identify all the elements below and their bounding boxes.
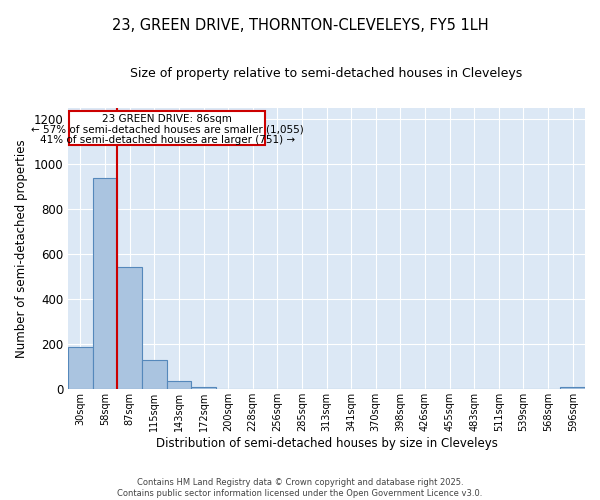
Text: 23, GREEN DRIVE, THORNTON-CLEVELEYS, FY5 1LH: 23, GREEN DRIVE, THORNTON-CLEVELEYS, FY5…: [112, 18, 488, 32]
Text: Contains HM Land Registry data © Crown copyright and database right 2025.
Contai: Contains HM Land Registry data © Crown c…: [118, 478, 482, 498]
Bar: [167, 380, 191, 390]
Bar: [93, 178, 118, 390]
FancyBboxPatch shape: [70, 112, 265, 145]
Bar: [118, 266, 142, 390]
Title: Size of property relative to semi-detached houses in Cleveleys: Size of property relative to semi-detach…: [130, 68, 523, 80]
Bar: [142, 360, 167, 390]
Y-axis label: Number of semi-detached properties: Number of semi-detached properties: [15, 140, 28, 358]
Bar: [560, 387, 585, 390]
Bar: [191, 387, 216, 390]
Bar: [68, 346, 93, 390]
Text: ← 57% of semi-detached houses are smaller (1,055): ← 57% of semi-detached houses are smalle…: [31, 125, 304, 135]
Text: 41% of semi-detached houses are larger (751) →: 41% of semi-detached houses are larger (…: [40, 136, 295, 145]
X-axis label: Distribution of semi-detached houses by size in Cleveleys: Distribution of semi-detached houses by …: [155, 437, 497, 450]
Text: 23 GREEN DRIVE: 86sqm: 23 GREEN DRIVE: 86sqm: [102, 114, 232, 124]
